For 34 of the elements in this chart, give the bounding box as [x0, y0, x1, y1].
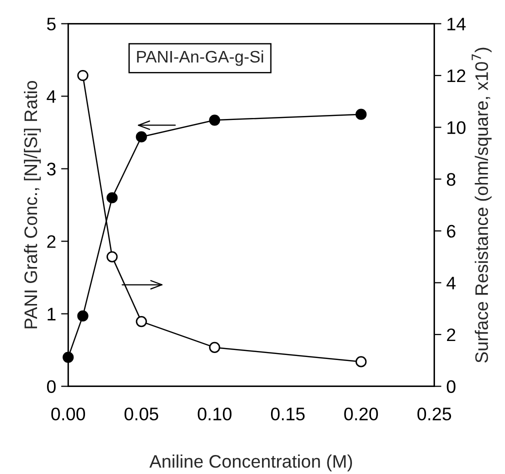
y2-axis-title: Surface Resistance (ohm/square, x10$^{7}$) — [472, 48, 492, 363]
y2-tick-label: 8 — [446, 173, 456, 186]
y2-tick-label: 4 — [446, 276, 456, 290]
y-tick-label: 0 — [47, 380, 56, 394]
point — [106, 251, 118, 262]
y2-tick-label: 2 — [447, 328, 456, 342]
x-tick-label: 0.15 — [270, 408, 305, 420]
y-tick-label: 4 — [46, 90, 56, 103]
x-tick-label: 0.10 — [198, 408, 232, 420]
x-tick-label: 0.25 — [417, 408, 452, 420]
y-tick-label: 3 — [47, 162, 56, 176]
annotation: PANI-An-GA-g-Si — [137, 50, 264, 66]
point — [209, 114, 220, 126]
y2-tick-label: 12 — [447, 69, 466, 82]
point — [77, 70, 88, 82]
point — [136, 131, 147, 142]
y2-tick-label: 14 — [447, 18, 466, 30]
point — [356, 108, 367, 120]
point — [77, 310, 88, 322]
y-tick-label: 5 — [47, 18, 56, 30]
point — [209, 342, 220, 354]
x-tick-label: 0.05 — [124, 408, 158, 420]
y2-tick-label: 10 — [447, 121, 466, 134]
x-tick-label: 0.00 — [51, 408, 86, 420]
point — [106, 192, 118, 204]
y-tick-label: 2 — [47, 235, 56, 248]
x-tick-label: 0.20 — [344, 408, 378, 420]
y2-tick-label: 0 — [446, 380, 456, 394]
y-tick-label: 1 — [48, 308, 56, 320]
y2-tick-label: 6 — [447, 224, 456, 238]
point — [356, 356, 367, 368]
y-axis-title: PANI Graft Conc., [N]/[Si] Ratio — [24, 81, 41, 328]
x-axis-title: Aniline Concentration (M) — [149, 454, 352, 472]
point — [136, 316, 147, 328]
